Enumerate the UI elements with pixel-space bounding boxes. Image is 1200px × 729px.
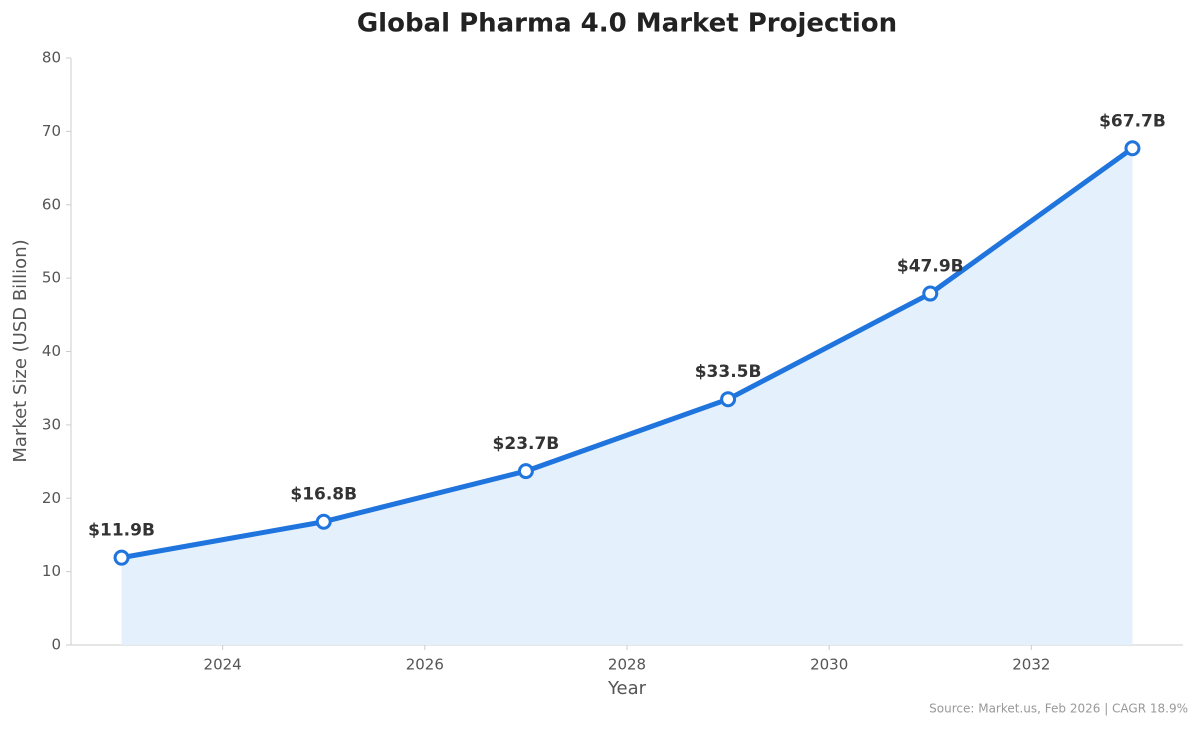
data-point xyxy=(922,285,939,302)
y-tick-label: 70 xyxy=(42,122,61,140)
data-point xyxy=(517,463,534,480)
y-axis-label: Market Size (USD Billion) xyxy=(10,239,31,462)
x-tick-label: 2026 xyxy=(406,656,444,674)
data-label: $23.7B xyxy=(493,434,560,454)
data-point xyxy=(113,549,130,566)
data-label: $47.9B xyxy=(897,257,964,277)
chart-title: Global Pharma 4.0 Market Projection xyxy=(357,9,897,39)
source-note: Source: Market.us, Feb 2026 | CAGR 18.9% xyxy=(929,702,1188,716)
data-point xyxy=(1124,140,1141,157)
x-tick-label: 2030 xyxy=(810,656,848,674)
x-tick-label: 2032 xyxy=(1012,656,1050,674)
y-tick-label: 40 xyxy=(42,342,61,360)
y-tick-label: 0 xyxy=(51,636,61,654)
data-label: $67.7B xyxy=(1099,111,1166,131)
y-tick-label: 80 xyxy=(42,49,61,67)
data-point xyxy=(720,391,737,408)
area xyxy=(121,148,1133,645)
y-tick-label: 30 xyxy=(42,415,61,433)
y-tick-label: 20 xyxy=(42,489,61,507)
data-point xyxy=(315,513,332,530)
data-label: $16.8B xyxy=(290,485,357,505)
data-label: $33.5B xyxy=(695,362,762,382)
x-axis-label: Year xyxy=(607,678,647,699)
data-label: $11.9B xyxy=(88,521,155,541)
y-tick-label: 60 xyxy=(42,195,61,213)
line xyxy=(119,145,1135,561)
y-tick-label: 50 xyxy=(42,269,61,287)
y-tick-label: 10 xyxy=(42,562,61,580)
x-tick-label: 2028 xyxy=(608,656,646,674)
x-tick-label: 2024 xyxy=(204,656,242,674)
